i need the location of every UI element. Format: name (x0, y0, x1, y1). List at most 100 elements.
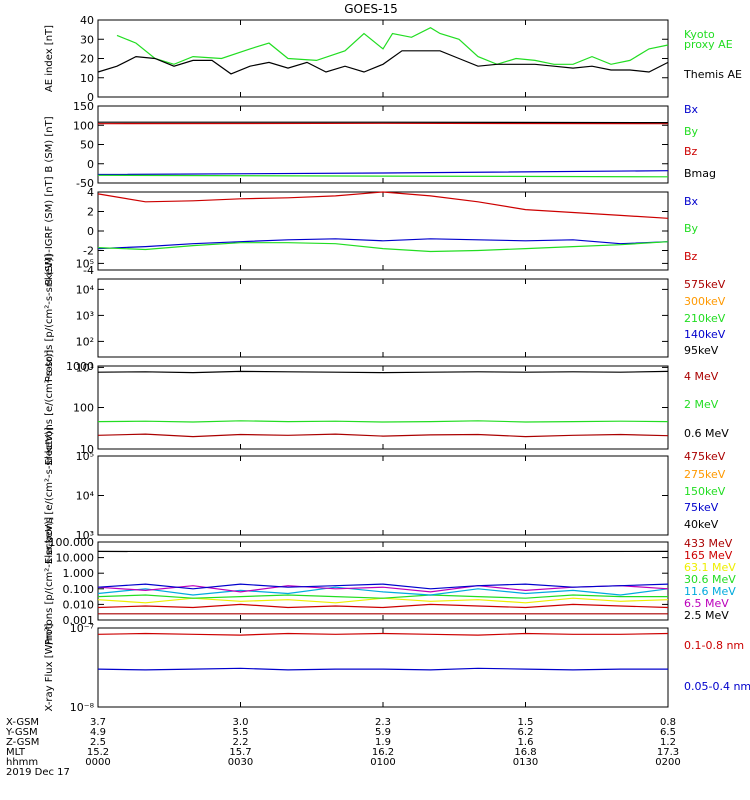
legend-entry: 63.1 MeV (684, 561, 736, 574)
y-tick-label: 10¹ (76, 361, 94, 374)
chart-title: GOES-15 (344, 2, 398, 16)
series-line-165-MeV (97, 603, 669, 609)
time-axis-value: 5.9 (375, 727, 391, 738)
legend-entry: 2.5 MeV (684, 609, 729, 622)
y-tick-label: 0 (87, 91, 94, 104)
legend-entry: 75keV (684, 501, 719, 514)
legend-entry: Kyoto (684, 28, 715, 41)
time-axis-value: 0100 (370, 757, 395, 768)
y-tick-label: -4 (83, 264, 94, 277)
series-line-Themis-AE (97, 50, 669, 75)
legend-entry: Bz (684, 250, 698, 263)
time-axis-value: 16.8 (514, 747, 536, 758)
panel-frame (97, 278, 669, 358)
y-axis-label: Protons [p/(cm²-s-sr-keV)] (44, 517, 55, 645)
y-tick-label: 0 (87, 225, 94, 238)
panel-frame (97, 19, 669, 98)
time-axis-value: 6.2 (518, 727, 534, 738)
y-tick-label: 10⁻⁸ (70, 701, 95, 714)
panel-frame (97, 191, 669, 271)
series-line-11.6-MeV (97, 586, 669, 596)
panel-8: 10⁻⁸ 10⁻⁷ X-ray Flux [W/m²] 0.1-0.8 nm 0.05-… (44, 622, 750, 714)
legend-entry: By (684, 222, 699, 235)
time-axis-row-label: Z-GSM (6, 737, 39, 748)
time-axis-value: 0.8 (660, 717, 676, 728)
time-axis-value: 1.6 (518, 737, 534, 748)
y-tick-label: 10³ (76, 529, 94, 542)
legend-entry: Bx (684, 103, 699, 116)
y-axis-label: X-ray Flux [W/m²] (44, 623, 55, 711)
series-line-By (97, 174, 669, 178)
y-tick-label: 150 (73, 100, 94, 113)
time-axis-value: 17.3 (657, 747, 679, 758)
y-tick-label: 20 (80, 53, 94, 66)
y-tick-label: 10⁻⁷ (70, 622, 94, 635)
time-axis-value: 6.5 (660, 727, 676, 738)
series-line-0.1-0.8-nm (97, 632, 669, 636)
legend-entry: 0.1-0.8 nm (684, 639, 744, 652)
legend-entry: Bz (684, 145, 698, 158)
series-line-0.05-0.4-nm (97, 667, 668, 671)
time-axis-value: 1.2 (660, 737, 676, 748)
time-axis-value: 15.7 (229, 747, 251, 758)
series-line-30.6-MeV (97, 594, 668, 599)
time-axis-value: 1.5 (518, 717, 534, 728)
legend-entry: By (684, 125, 699, 138)
legend-entry: Themis AE (683, 68, 742, 81)
y-tick-label: 4 (87, 186, 94, 199)
y-tick-label: 0.001 (63, 614, 95, 627)
time-axis-value: 0130 (513, 757, 538, 768)
y-tick-label: 10² (76, 335, 94, 348)
panel-5: 10 100 1000 Electrons [e/(cm²-s-sr)] 4 MeV 2 … (44, 350, 729, 466)
panel-7: 0.001 0.010 0.100 1.000 10.000 100.000Protons… (44, 517, 736, 645)
legend-entry: 2 MeV (684, 398, 719, 411)
y-tick-label: 10³ (76, 309, 94, 322)
legend-entry: Bmag (684, 167, 716, 180)
series-line-Bz (97, 191, 669, 219)
legend-entry: proxy AE (684, 38, 733, 51)
panel-4: 10¹ 10² 10³ 10⁴ 10⁵ Protons [p/(cm²-s-sr-keV)… (44, 254, 726, 382)
y-tick-label: 10⁵ (76, 257, 94, 270)
legend-entry: 140keV (684, 328, 726, 341)
time-axis-value: 16.2 (372, 747, 394, 758)
y-tick-label: -2 (83, 245, 94, 258)
y-tick-label: 30 (80, 33, 94, 46)
y-axis-label: Protons [p/(cm²-s-sr-keV)] (44, 254, 55, 382)
time-axis-row-label: X-GSM (6, 717, 39, 728)
y-tick-label: 10⁵ (76, 450, 94, 463)
legend-entry: 40keV (684, 518, 719, 531)
legend-entry: 300keV (684, 295, 726, 308)
series-line-Kyoto-proxy-AE (116, 27, 669, 65)
time-axis-value: 3.7 (90, 717, 106, 728)
panel-frame (97, 627, 669, 708)
time-axis-value: 5.5 (233, 727, 249, 738)
y-tick-label: 1000 (66, 360, 94, 373)
legend-entry: 165 MeV (684, 549, 733, 562)
legend-entry: 30.6 MeV (684, 573, 736, 586)
panel-3: -4 -2 0 2 4 B (SM)-IGRF (SM) [nT] Bx By Bz (44, 176, 699, 285)
time-axis-value: 2.3 (375, 717, 391, 728)
y-tick-label: 2 (87, 206, 94, 219)
legend-entry: 575keV (684, 278, 726, 291)
y-tick-label: 100.000 (49, 536, 95, 549)
y-axis-label: Electrons [e/(cm²-s-sr-keV)] (44, 427, 55, 564)
time-axis-value: 0200 (655, 757, 680, 768)
legend-entry: 433 MeV (684, 537, 733, 550)
legend-entry: 11.6 MeV (684, 585, 736, 598)
y-tick-label: 10.000 (56, 552, 95, 565)
y-tick-label: 40 (80, 14, 94, 27)
time-axis-value: 3.0 (233, 717, 249, 728)
time-axis-value: 2.2 (233, 737, 249, 748)
y-tick-label: 1.000 (63, 567, 95, 580)
y-axis-label: B (SM)-IGRF (SM) [nT] (44, 176, 55, 285)
series-line-By (97, 241, 669, 253)
time-axis-row-label: MLT (6, 747, 26, 758)
time-axis-value: 1.9 (375, 737, 391, 748)
y-tick-label: 100 (73, 119, 94, 132)
y-tick-label: 100 (73, 402, 94, 415)
series-line-Bx (97, 238, 669, 250)
y-tick-label: -50 (76, 177, 94, 190)
